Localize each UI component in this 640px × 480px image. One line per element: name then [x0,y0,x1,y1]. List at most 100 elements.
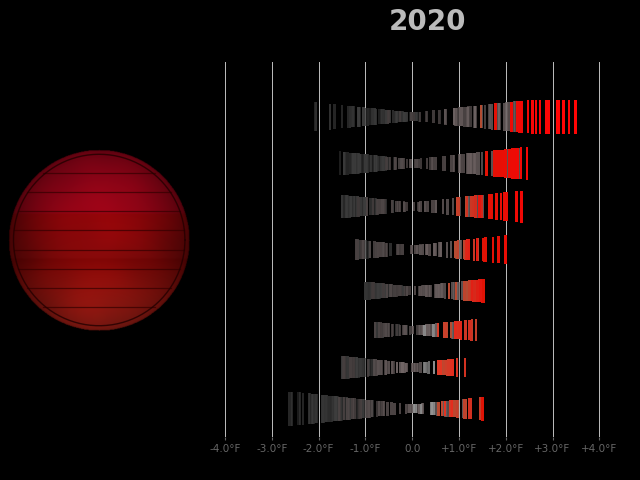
Bar [472,239,475,261]
Bar [388,157,390,170]
Bar [516,148,518,179]
Bar [456,240,459,259]
Bar [389,110,391,123]
Bar [396,361,398,373]
Bar [493,150,496,177]
Bar [341,195,343,218]
Bar [362,358,364,377]
Bar [444,401,446,417]
Bar [449,322,452,338]
Bar [384,284,387,298]
Bar [360,240,362,259]
Bar [374,322,376,338]
Bar [367,108,369,126]
Bar [464,399,467,419]
Bar [448,283,450,299]
Bar [381,156,384,171]
Bar [403,325,406,335]
Bar [341,397,344,420]
Bar [374,322,376,338]
Bar [355,240,357,260]
Bar [428,361,429,373]
Bar [348,195,351,217]
Bar [481,195,483,218]
Bar [378,109,380,124]
Bar [349,196,351,217]
Bar [498,103,500,130]
Bar [355,240,357,260]
Bar [355,240,357,260]
Bar [337,396,339,421]
Bar [501,150,503,178]
Bar [310,394,313,424]
Bar [346,356,348,379]
Bar [397,244,399,255]
Bar [360,197,362,216]
Bar [355,240,357,260]
Bar [393,361,396,374]
Bar [385,323,387,337]
Bar [366,155,369,172]
Bar [376,199,378,215]
Bar [310,394,313,424]
Bar [383,323,385,337]
Bar [356,107,359,127]
Bar [388,361,390,374]
Bar [380,109,382,124]
Bar [298,392,300,425]
Bar [502,149,504,178]
Bar [557,100,559,133]
Bar [383,199,386,214]
Bar [364,281,367,300]
Bar [351,357,353,378]
Bar [516,101,519,132]
Bar [403,202,406,212]
Bar [364,281,367,300]
Bar [443,401,445,417]
Bar [381,360,383,375]
Bar [345,195,347,218]
Bar [391,200,394,213]
Bar [374,322,376,338]
Bar [387,110,389,123]
Bar [408,286,411,295]
Bar [398,158,401,169]
Bar [371,359,374,376]
Bar [351,398,353,420]
Bar [302,393,305,425]
Bar [355,240,357,260]
Bar [438,284,441,298]
Bar [374,283,376,299]
Bar [453,108,455,125]
Bar [426,285,428,297]
Bar [346,195,349,218]
Bar [471,319,473,341]
Bar [451,400,454,417]
Bar [470,320,472,341]
Bar [355,240,357,260]
Bar [401,158,404,169]
Bar [392,200,394,213]
Bar [458,321,460,339]
Bar [520,147,522,180]
Bar [514,101,516,132]
Bar [422,403,424,414]
Bar [383,284,386,298]
Bar [355,240,357,260]
Bar [383,401,385,416]
Bar [494,150,497,177]
Bar [355,153,357,174]
Bar [463,107,466,127]
Bar [362,358,364,377]
Bar [372,198,374,215]
Bar [460,107,463,126]
Bar [355,153,358,174]
Bar [452,155,454,172]
Bar [312,394,314,424]
Bar [435,200,437,213]
Bar [365,282,368,300]
Bar [362,154,365,173]
Bar [410,159,412,168]
Bar [423,324,426,336]
Bar [415,245,417,254]
